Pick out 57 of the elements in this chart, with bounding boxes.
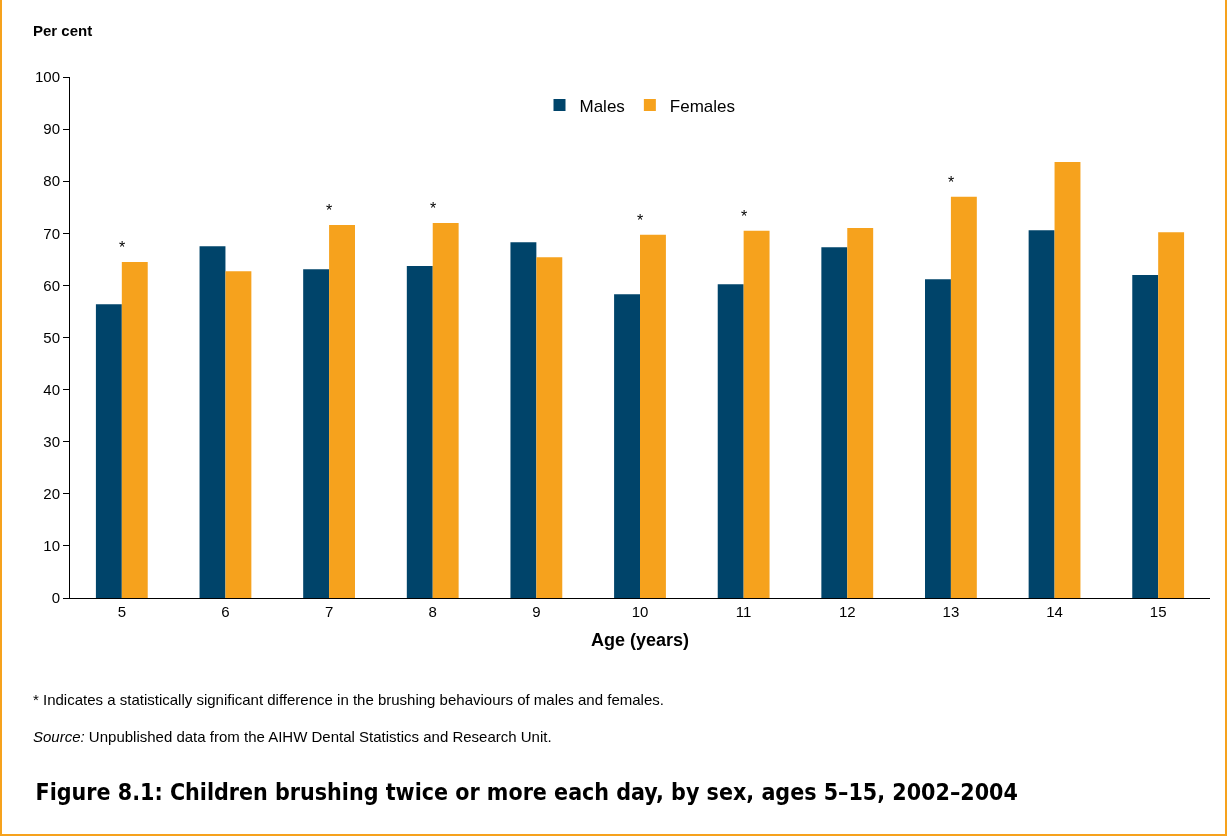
bar [743, 230, 770, 598]
annotation: * [326, 202, 333, 219]
bar [406, 266, 433, 598]
x-tick-label: 8 [428, 603, 437, 620]
y-tick-label: 30 [43, 432, 60, 450]
bar [1028, 230, 1055, 598]
x-tick-label: 7 [324, 603, 334, 620]
y-tick-label: 70 [43, 224, 60, 242]
bar [640, 234, 666, 598]
annotation: * [430, 200, 437, 217]
y-tick-label: 10 [43, 537, 60, 555]
bar [303, 269, 330, 598]
annotation: * [741, 208, 748, 225]
bar [432, 222, 459, 598]
x-tick-label: 10 [631, 603, 649, 620]
bar [1054, 161, 1081, 598]
legend-label: Females [669, 96, 736, 116]
x-tick-label: 5 [117, 603, 126, 620]
bar [225, 271, 252, 598]
x-tick-label: 9 [532, 603, 541, 620]
legend-label: Males [579, 96, 625, 116]
bar [536, 257, 563, 598]
y-tick-label: 50 [43, 328, 60, 346]
bar [925, 279, 951, 598]
y-tick-label: 90 [43, 120, 60, 138]
x-tick-label: 14 [1046, 603, 1063, 620]
x-tick-label: 6 [221, 603, 230, 620]
bar [821, 247, 848, 598]
y-tick-label: 60 [43, 276, 60, 294]
bar [1158, 232, 1185, 598]
bar [614, 294, 640, 598]
source-note: Source: Unpublished data from the AIHW Dental Statistics and Research Unit. [33, 728, 552, 745]
bar [847, 228, 874, 598]
bar [717, 284, 744, 598]
annotation: * [119, 239, 126, 256]
y-tick-label: 80 [43, 172, 60, 190]
bar [95, 304, 122, 598]
y-axis-title: Per cent [33, 22, 93, 39]
bar [199, 246, 226, 598]
bar [121, 261, 148, 598]
x-tick-label: 13 [942, 603, 960, 620]
annotation: * [637, 212, 644, 229]
text: * Indicates a statistically significant difference in the brushing behaviours of males and females. [33, 691, 664, 708]
y-tick-label: 20 [43, 485, 60, 503]
x-tick-label: 12 [838, 603, 856, 620]
bar [329, 224, 355, 598]
x-tick-label: 11 [735, 603, 752, 620]
y-tick-label: 100 [34, 68, 60, 86]
text: Figure 8.1: Children brushing twice or more each day, by sex, ages 5–15, 2002–2004 [35, 778, 1018, 805]
bar [1132, 274, 1159, 598]
x-tick-label: 15 [1149, 603, 1167, 620]
bar [510, 242, 537, 598]
annotation: * [948, 174, 955, 191]
y-tick-label: 0 [51, 589, 60, 607]
x-axis-title: Age (years) [590, 630, 690, 651]
bar [950, 196, 977, 598]
y-tick-label: 40 [43, 380, 60, 398]
